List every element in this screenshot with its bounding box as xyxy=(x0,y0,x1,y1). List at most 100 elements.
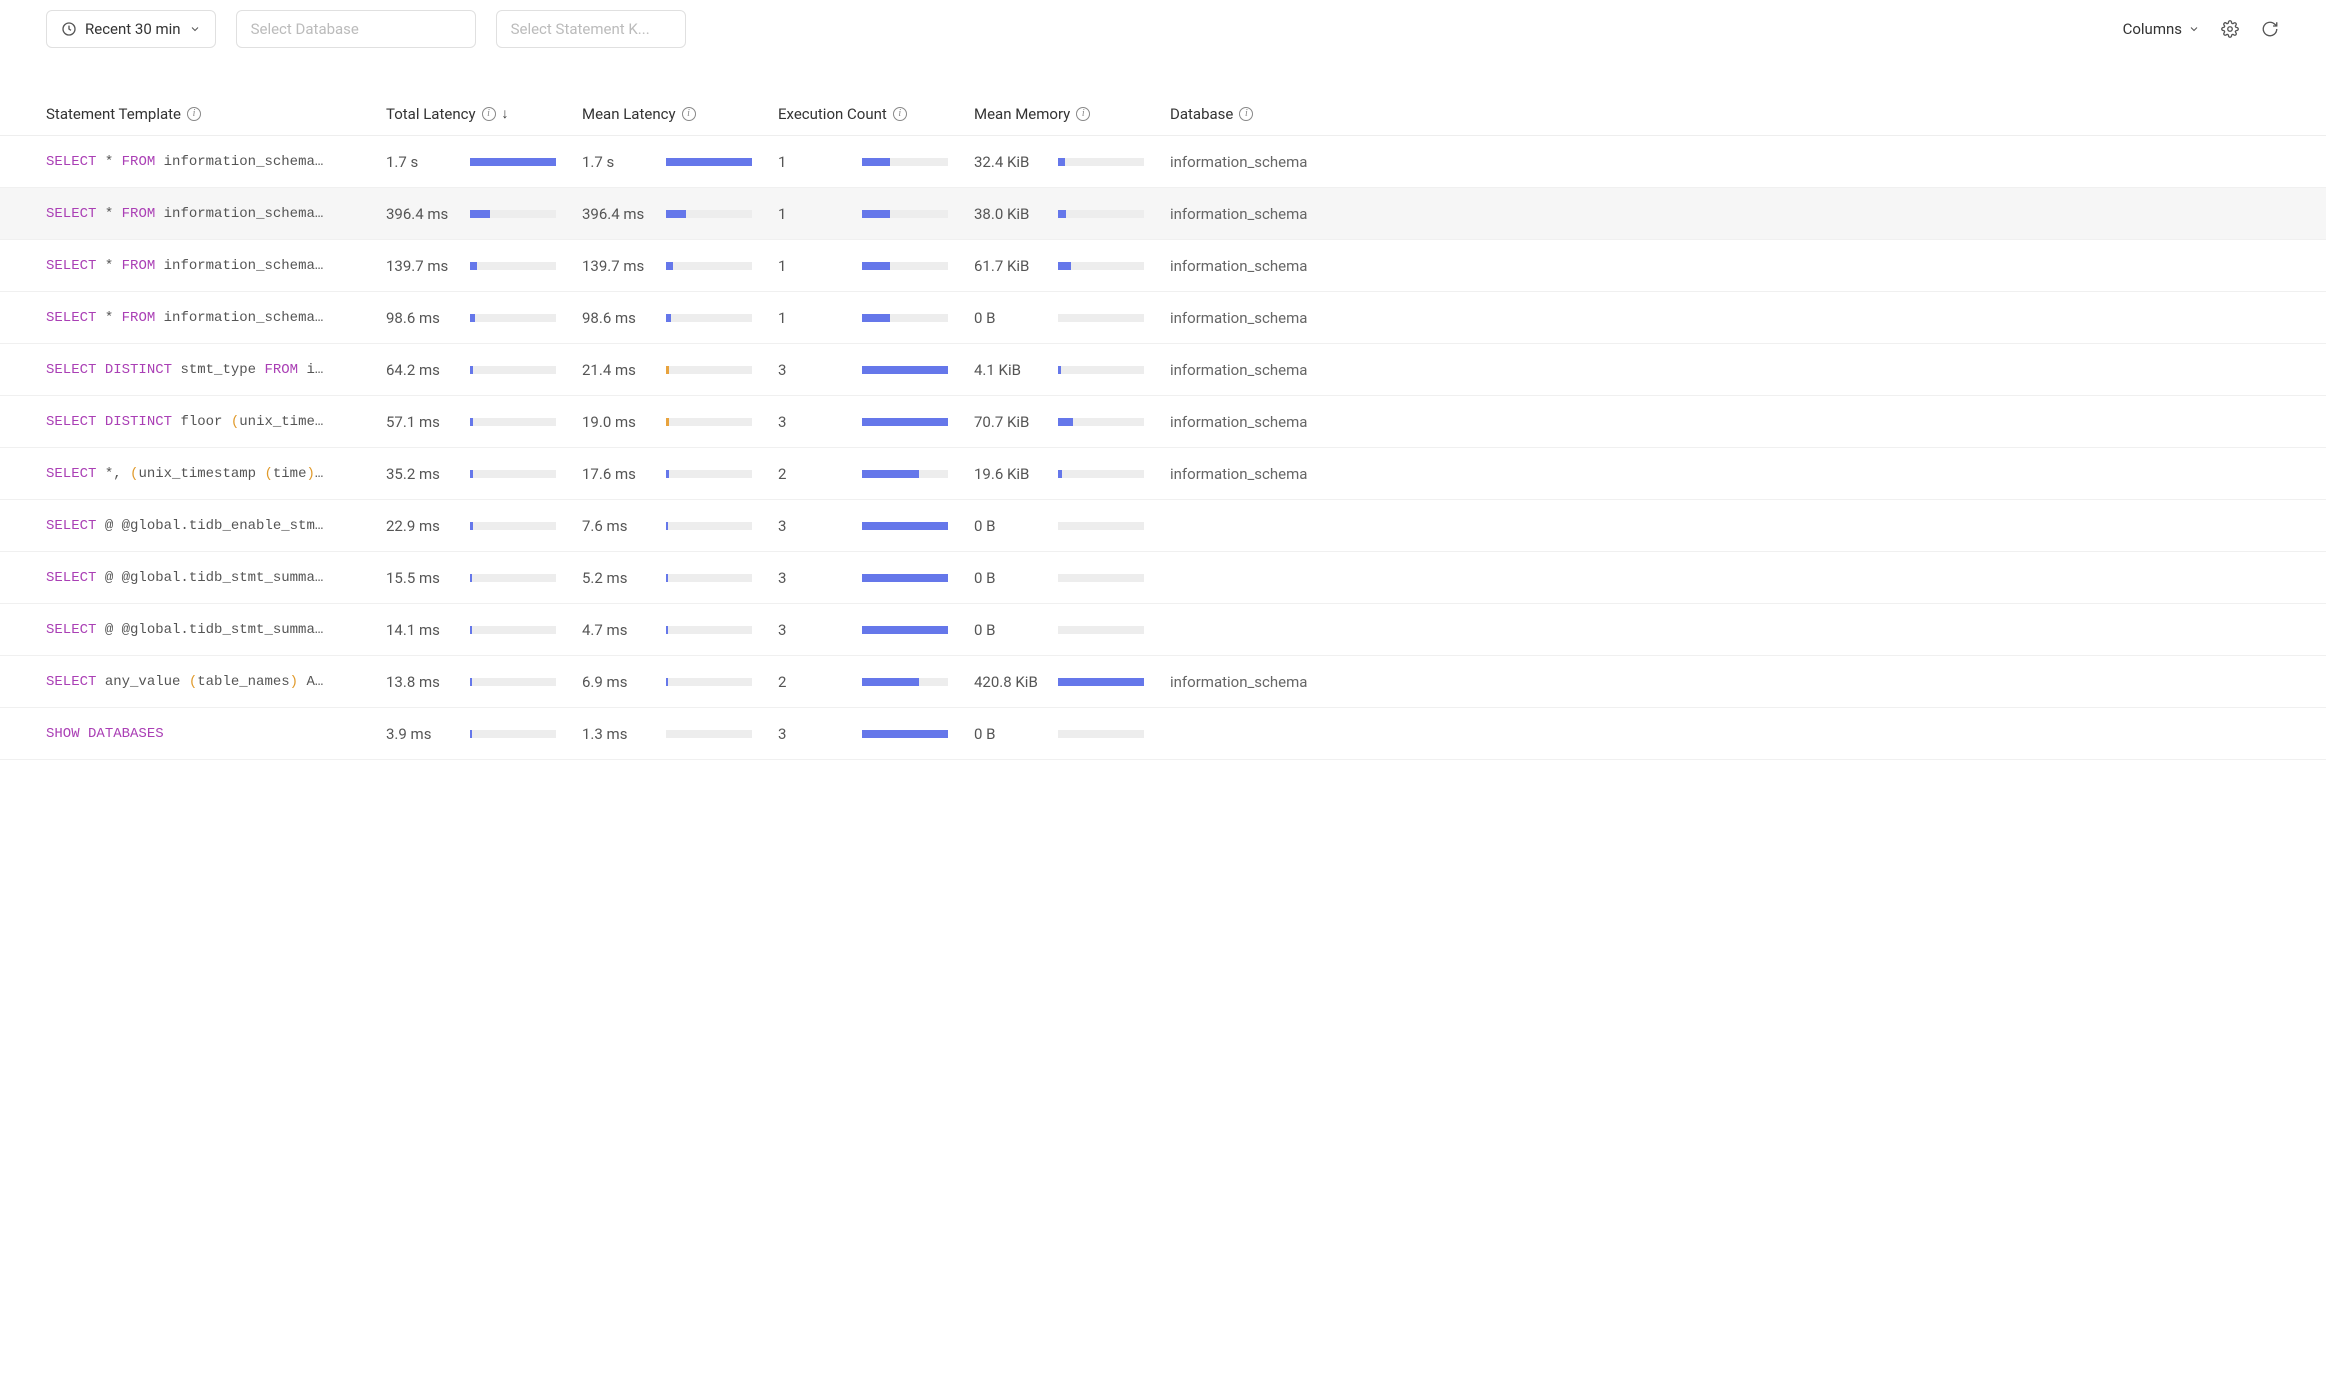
columns-button[interactable]: Columns xyxy=(2123,20,2200,38)
database-select[interactable]: Select Database xyxy=(236,10,476,48)
table-row[interactable]: SELECT * FROM information_schema… 98.6 ms… xyxy=(0,292,2326,344)
metric-cell: 1 xyxy=(778,309,974,327)
column-header-mean_latency[interactable]: Mean Latencyi xyxy=(582,105,778,123)
metric-bar xyxy=(1058,366,1144,374)
metric-bar xyxy=(862,158,948,166)
metric-cell: 17.6 ms xyxy=(582,465,778,483)
metric-bar xyxy=(862,678,948,686)
statement-template[interactable]: SELECT * FROM information_schema… xyxy=(46,154,386,170)
metric-bar xyxy=(470,470,556,478)
table-row[interactable]: SELECT DISTINCT stmt_type FROM i…64.2 ms… xyxy=(0,344,2326,396)
column-header-exec_count[interactable]: Execution Counti xyxy=(778,105,974,123)
info-icon[interactable]: i xyxy=(187,107,201,121)
metric-value: 7.6 ms xyxy=(582,517,656,535)
table-row[interactable]: SELECT @ @global.tidb_stmt_summa…15.5 ms… xyxy=(0,552,2326,604)
table-row[interactable]: SELECT * FROM information_schema…139.7 m… xyxy=(0,240,2326,292)
metric-bar xyxy=(862,470,948,478)
metric-cell: 70.7 KiB xyxy=(974,413,1170,431)
database-name: information_schema xyxy=(1170,465,2280,483)
table-row[interactable]: SHOW DATABASES3.9 ms1.3 ms30 B xyxy=(0,708,2326,760)
metric-cell: 0 B xyxy=(974,621,1170,639)
metric-value: 21.4 ms xyxy=(582,361,656,379)
metric-value: 3 xyxy=(778,361,852,379)
metric-cell: 61.7 KiB xyxy=(974,257,1170,275)
info-icon[interactable]: i xyxy=(482,107,496,121)
metric-bar xyxy=(666,210,752,218)
time-range-button[interactable]: Recent 30 min xyxy=(46,10,216,48)
metric-cell: 1 xyxy=(778,153,974,171)
statement-template[interactable]: SELECT any_value (table_names) A… xyxy=(46,674,386,690)
refresh-icon[interactable] xyxy=(2260,19,2280,39)
metric-value: 3.9 ms xyxy=(386,725,460,743)
metric-cell: 3 xyxy=(778,621,974,639)
table-row[interactable]: SELECT any_value (table_names) A…13.8 ms… xyxy=(0,656,2326,708)
info-icon[interactable]: i xyxy=(682,107,696,121)
statement-kind-select[interactable]: Select Statement K... xyxy=(496,10,686,48)
metric-cell: 32.4 KiB xyxy=(974,153,1170,171)
metric-bar xyxy=(470,678,556,686)
metric-value: 3 xyxy=(778,569,852,587)
table-row[interactable]: SELECT *, (unix_timestamp (time)…35.2 ms… xyxy=(0,448,2326,500)
metric-value: 6.9 ms xyxy=(582,673,656,691)
statement-template[interactable]: SELECT * FROM information_schema… xyxy=(46,310,386,326)
metric-bar xyxy=(666,366,752,374)
metric-value: 17.6 ms xyxy=(582,465,656,483)
metric-value: 0 B xyxy=(974,569,1048,587)
metric-bar xyxy=(1058,418,1144,426)
database-name: information_schema xyxy=(1170,361,2280,379)
metric-value: 70.7 KiB xyxy=(974,413,1048,431)
metric-value: 57.1 ms xyxy=(386,413,460,431)
metric-cell: 1.7 s xyxy=(386,153,582,171)
statement-template[interactable]: SELECT @ @global.tidb_enable_stm… xyxy=(46,518,386,534)
metric-bar xyxy=(862,626,948,634)
database-name: information_schema xyxy=(1170,153,2280,171)
statement-template[interactable]: SELECT * FROM information_schema… xyxy=(46,206,386,222)
column-header-total_latency[interactable]: Total Latencyi↓ xyxy=(386,105,582,123)
statement-template[interactable]: SELECT *, (unix_timestamp (time)… xyxy=(46,466,386,482)
metric-cell: 396.4 ms xyxy=(582,205,778,223)
table-row[interactable]: SELECT @ @global.tidb_stmt_summa…14.1 ms… xyxy=(0,604,2326,656)
statement-template[interactable]: SELECT @ @global.tidb_stmt_summa… xyxy=(46,570,386,586)
metric-bar xyxy=(666,418,752,426)
column-label: Total Latency xyxy=(386,105,476,123)
metric-value: 32.4 KiB xyxy=(974,153,1048,171)
statement-template[interactable]: SELECT * FROM information_schema… xyxy=(46,258,386,274)
metric-bar xyxy=(666,730,752,738)
statement-template[interactable]: SELECT DISTINCT stmt_type FROM i… xyxy=(46,362,386,378)
table-row[interactable]: SELECT * FROM information_schema…1.7 s1.… xyxy=(0,136,2326,188)
metric-bar xyxy=(1058,158,1144,166)
gear-icon[interactable] xyxy=(2220,19,2240,39)
metric-value: 420.8 KiB xyxy=(974,673,1048,691)
metric-bar xyxy=(666,678,752,686)
metric-bar xyxy=(1058,210,1144,218)
info-icon[interactable]: i xyxy=(893,107,907,121)
metric-cell: 0 B xyxy=(974,725,1170,743)
info-icon[interactable]: i xyxy=(1239,107,1253,121)
statement-template[interactable]: SELECT @ @global.tidb_stmt_summa… xyxy=(46,622,386,638)
metric-cell: 19.0 ms xyxy=(582,413,778,431)
table-row[interactable]: SELECT @ @global.tidb_enable_stm…22.9 ms… xyxy=(0,500,2326,552)
metric-bar xyxy=(1058,626,1144,634)
metric-cell: 2 xyxy=(778,465,974,483)
metric-value: 2 xyxy=(778,465,852,483)
metric-bar xyxy=(470,366,556,374)
metric-value: 38.0 KiB xyxy=(974,205,1048,223)
column-header-database[interactable]: Databasei xyxy=(1170,105,2280,123)
metric-cell: 4.1 KiB xyxy=(974,361,1170,379)
metric-value: 98.6 ms xyxy=(582,309,656,327)
metric-value: 3 xyxy=(778,413,852,431)
metric-bar xyxy=(1058,730,1144,738)
metric-cell: 396.4 ms xyxy=(386,205,582,223)
info-icon[interactable]: i xyxy=(1076,107,1090,121)
statement-template[interactable]: SELECT DISTINCT floor (unix_time… xyxy=(46,414,386,430)
chevron-down-icon xyxy=(189,23,201,35)
table-row[interactable]: SELECT * FROM information_schema…396.4 m… xyxy=(0,188,2326,240)
metric-cell: 4.7 ms xyxy=(582,621,778,639)
statement-template[interactable]: SHOW DATABASES xyxy=(46,726,386,742)
column-header-statement[interactable]: Statement Templatei xyxy=(46,105,386,123)
metric-bar xyxy=(862,522,948,530)
table-row[interactable]: SELECT DISTINCT floor (unix_time…57.1 ms… xyxy=(0,396,2326,448)
metric-cell: 13.8 ms xyxy=(386,673,582,691)
column-header-mean_memory[interactable]: Mean Memoryi xyxy=(974,105,1170,123)
metric-bar xyxy=(470,522,556,530)
